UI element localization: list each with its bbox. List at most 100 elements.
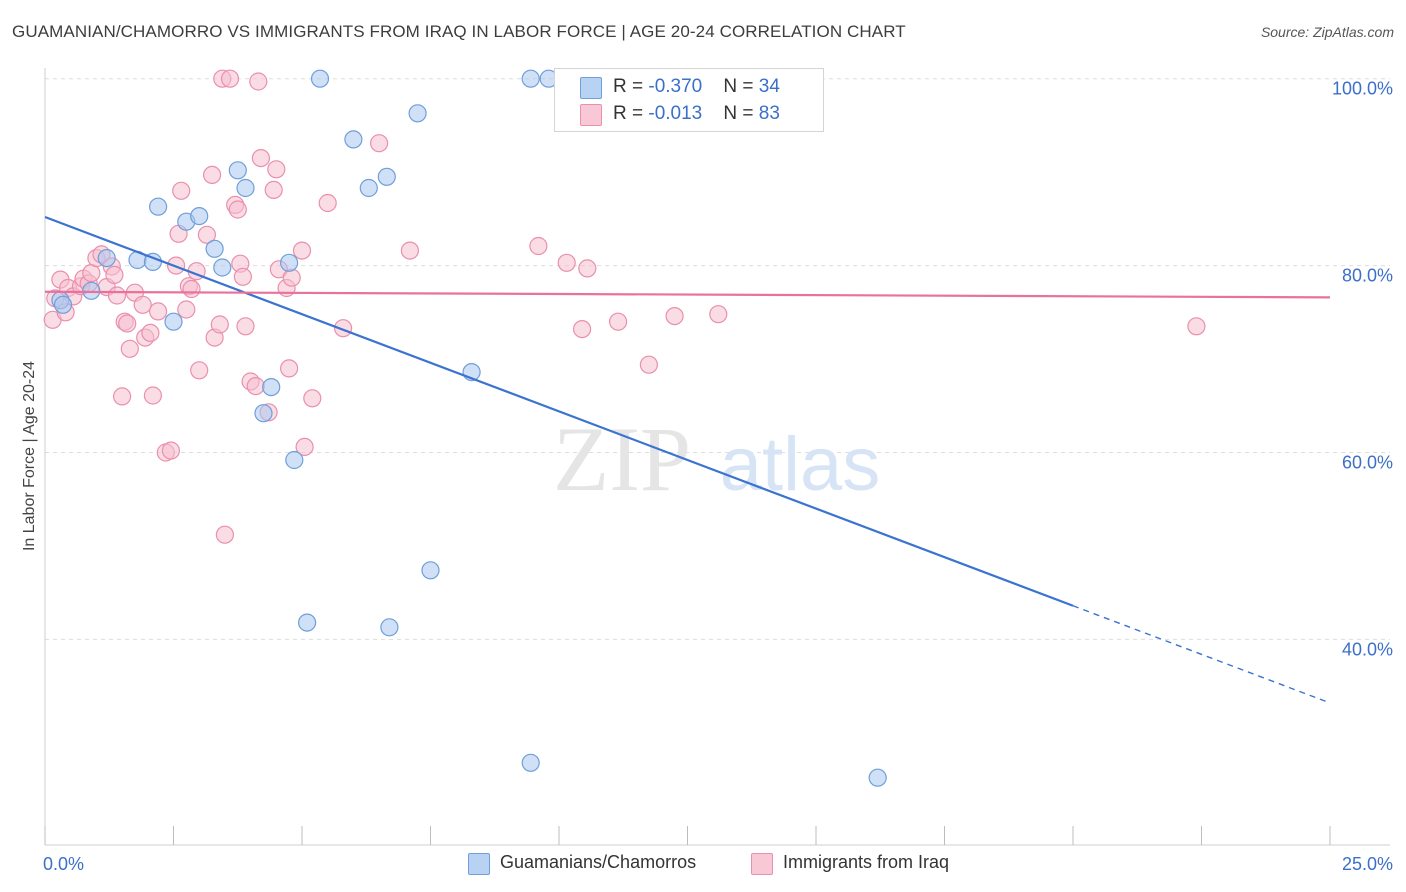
chart-title: GUAMANIAN/CHAMORRO VS IMMIGRANTS FROM IR… [12, 22, 906, 41]
point-iraq [120, 339, 139, 358]
point-guamanians [521, 69, 540, 88]
point-guamanians [149, 197, 168, 216]
point-guamanians [164, 312, 183, 331]
point-iraq [267, 160, 286, 179]
point-guamanians [254, 404, 273, 423]
point-iraq [318, 193, 337, 213]
point-iraq [709, 305, 728, 324]
point-iraq [133, 295, 152, 314]
point-iraq [578, 259, 597, 278]
point-iraq [282, 268, 301, 287]
point-guamanians [53, 295, 73, 314]
data-points [43, 69, 1206, 787]
watermark-atlas: atlas [720, 422, 881, 507]
chart-source: Source: ZipAtlas.com [1260, 24, 1394, 40]
point-iraq [190, 361, 209, 380]
point-iraq [370, 134, 389, 153]
point-iraq [303, 389, 322, 408]
point-guamanians [868, 768, 887, 787]
point-iraq [292, 241, 312, 260]
tick-labels: 40.0% 60.0% 80.0% 100.0% 0.0% 25.0% [43, 79, 1393, 874]
point-iraq [1187, 317, 1206, 336]
point-iraq [572, 320, 592, 339]
point-iraq [249, 72, 268, 91]
point-iraq [215, 525, 234, 544]
point-iraq [203, 165, 222, 184]
point-iraq [105, 265, 124, 284]
x-tick-label: 25.0% [1342, 854, 1393, 874]
point-iraq [228, 200, 247, 219]
point-iraq [608, 312, 628, 331]
point-guamanians [344, 130, 363, 149]
point-iraq [264, 180, 283, 199]
point-iraq [112, 387, 132, 406]
legend-r-label: R = [613, 103, 649, 124]
trend-lines [44, 215, 1331, 704]
point-iraq [233, 267, 252, 286]
point-guamanians [377, 167, 396, 186]
point-guamanians [213, 258, 232, 277]
point-iraq [172, 181, 191, 200]
axes [44, 68, 1390, 846]
point-iraq [246, 377, 265, 396]
point-iraq [639, 355, 659, 374]
point-iraq [280, 359, 299, 378]
x-tick-label: 0.0% [43, 854, 84, 874]
bottom-legend-label-guamanians: Guamanians/Chamorros [500, 852, 697, 872]
point-iraq [141, 323, 160, 342]
legend-n-label: N = [723, 76, 759, 97]
point-iraq [236, 317, 255, 336]
y-tick-label: 40.0% [1342, 639, 1393, 659]
point-iraq [118, 314, 137, 333]
point-guamanians [262, 378, 281, 397]
point-iraq [107, 286, 127, 305]
point-guamanians [236, 178, 255, 198]
y-tick-label: 80.0% [1342, 266, 1393, 286]
point-iraq [177, 300, 196, 319]
point-guamanians [285, 450, 304, 470]
legend-stats-guamanians: R = -0.370 N = 34 [613, 76, 780, 98]
legend-n-value: 83 [758, 103, 780, 124]
point-iraq [143, 386, 162, 405]
legend-stats-iraq: R = -0.013 N = 83 [613, 103, 780, 125]
point-guamanians [521, 753, 540, 772]
legend-n-label: N = [723, 103, 759, 124]
point-guamanians [310, 69, 330, 88]
point-guamanians [408, 104, 427, 123]
point-iraq [665, 307, 684, 326]
y-tick-label: 100.0% [1332, 79, 1393, 99]
point-iraq [161, 441, 180, 460]
watermark: ZIP atlas [553, 408, 880, 510]
point-guamanians [97, 249, 116, 268]
correlation-legend: R = -0.370 N = 34 R = -0.013 N = 83 [554, 68, 824, 132]
point-iraq [400, 241, 419, 260]
legend-n-value: 34 [758, 76, 780, 97]
legend-r-label: R = [613, 76, 649, 97]
y-axis-label: In Labor Force | Age 20-24 [21, 361, 38, 551]
point-guamanians [421, 561, 440, 580]
point-iraq [210, 315, 229, 334]
point-iraq [197, 225, 216, 244]
point-iraq [220, 69, 240, 88]
point-guamanians [205, 239, 224, 258]
point-iraq [149, 302, 168, 321]
point-guamanians [359, 178, 378, 198]
point-guamanians [82, 281, 101, 300]
point-iraq [251, 149, 270, 168]
point-iraq [182, 279, 201, 299]
point-iraq [529, 236, 548, 256]
point-guamanians [298, 613, 317, 632]
bottom-legend-swatch-iraq [751, 853, 773, 875]
watermark-zip: ZIP [553, 408, 691, 510]
point-guamanians [380, 618, 399, 637]
point-iraq [295, 437, 314, 456]
legend-swatch-guamanians [580, 77, 602, 99]
legend-r-value: -0.013 [648, 103, 703, 124]
y-tick-label: 60.0% [1342, 453, 1393, 473]
point-iraq [557, 253, 576, 272]
legend-swatch-iraq [580, 104, 602, 126]
point-guamanians [280, 253, 299, 272]
bottom-legend-label-iraq: Immigrants from Iraq [783, 852, 950, 872]
trend-line-guamanians-extension [1072, 605, 1331, 704]
